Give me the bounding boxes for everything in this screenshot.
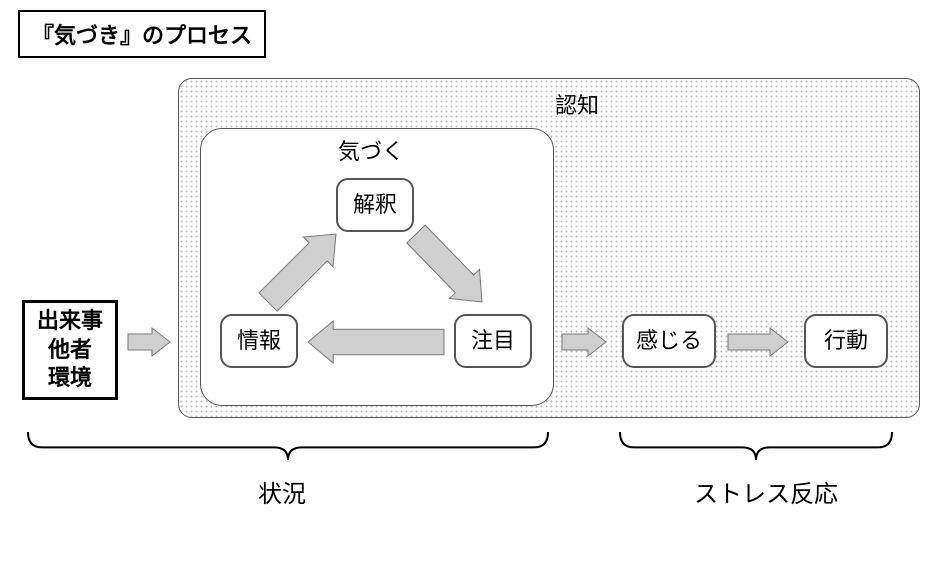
node-attend-label: 注目 — [471, 327, 515, 355]
diagram-title: 『気づき』のプロセス — [18, 10, 266, 58]
panel-cognition-label: 認知 — [555, 88, 599, 120]
node-act: 行動 — [804, 314, 888, 368]
node-feel: 感じる — [622, 314, 716, 368]
node-act-label: 行動 — [824, 327, 868, 355]
node-info-label: 情報 — [237, 327, 281, 355]
node-info: 情報 — [220, 314, 298, 368]
node-source: 出来事 他者 環境 — [22, 300, 118, 400]
brace-situation — [28, 432, 548, 460]
node-interpret-label: 解釈 — [353, 191, 397, 219]
brace-situation-label: 状況 — [258, 474, 306, 509]
diagram-stage: 『気づき』のプロセス 認知 気づく 出来事 他者 環境 情報 解釈 注目 感じる… — [0, 0, 945, 567]
panel-awareness-label: 気づく — [338, 134, 404, 166]
node-attend: 注目 — [454, 314, 532, 368]
node-feel-label: 感じる — [636, 327, 702, 355]
brace-stress-label: ストレス反応 — [694, 474, 838, 509]
node-interpret: 解釈 — [336, 178, 414, 232]
node-source-label: 出来事 他者 環境 — [37, 307, 103, 393]
arrow-source-to-info — [128, 328, 170, 356]
brace-stress — [620, 432, 892, 460]
